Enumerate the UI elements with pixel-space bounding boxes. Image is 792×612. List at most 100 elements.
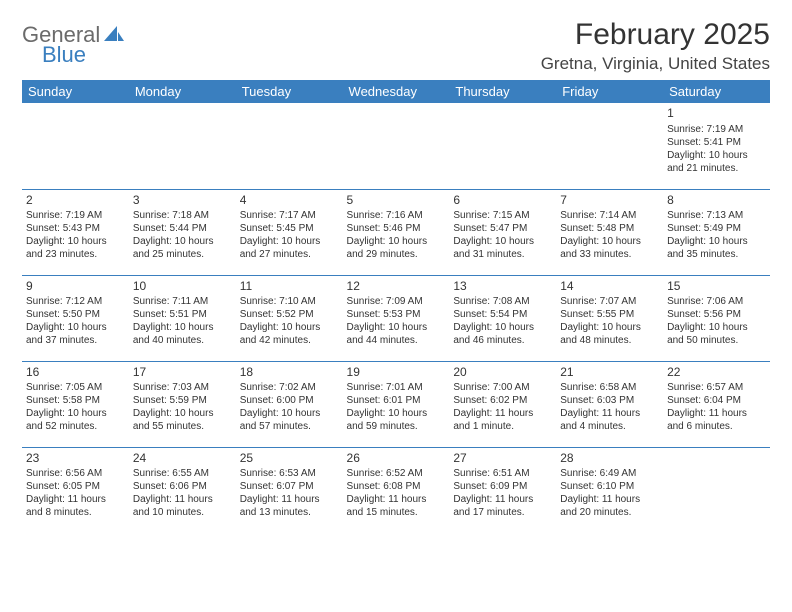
day-header: Tuesday: [236, 80, 343, 103]
day-number: 21: [560, 365, 659, 381]
calendar-empty-cell: [663, 447, 770, 533]
calendar-empty-cell: [343, 103, 450, 189]
sunrise-line: Sunrise: 7:06 AM: [667, 295, 766, 308]
day-number: 9: [26, 279, 125, 295]
daylight-line: Daylight: 10 hours and 44 minutes.: [347, 321, 446, 347]
day-header: Thursday: [449, 80, 556, 103]
sunset-line: Sunset: 6:03 PM: [560, 394, 659, 407]
daylight-line: Daylight: 10 hours and 57 minutes.: [240, 407, 339, 433]
daylight-line: Daylight: 10 hours and 52 minutes.: [26, 407, 125, 433]
sunset-line: Sunset: 5:53 PM: [347, 308, 446, 321]
sunrise-line: Sunrise: 7:19 AM: [26, 209, 125, 222]
day-header: Monday: [129, 80, 236, 103]
day-number: 17: [133, 365, 232, 381]
day-number: 20: [453, 365, 552, 381]
calendar-week-row: 9Sunrise: 7:12 AMSunset: 5:50 PMDaylight…: [22, 275, 770, 361]
sunset-line: Sunset: 6:02 PM: [453, 394, 552, 407]
sunset-line: Sunset: 5:45 PM: [240, 222, 339, 235]
sunset-line: Sunset: 6:07 PM: [240, 480, 339, 493]
calendar-day-cell: 4Sunrise: 7:17 AMSunset: 5:45 PMDaylight…: [236, 189, 343, 275]
calendar-day-cell: 16Sunrise: 7:05 AMSunset: 5:58 PMDayligh…: [22, 361, 129, 447]
day-number: 23: [26, 451, 125, 467]
day-number: 27: [453, 451, 552, 467]
sunset-line: Sunset: 6:04 PM: [667, 394, 766, 407]
sunrise-line: Sunrise: 7:01 AM: [347, 381, 446, 394]
calendar-day-cell: 27Sunrise: 6:51 AMSunset: 6:09 PMDayligh…: [449, 447, 556, 533]
calendar-day-cell: 3Sunrise: 7:18 AMSunset: 5:44 PMDaylight…: [129, 189, 236, 275]
calendar-week-row: 2Sunrise: 7:19 AMSunset: 5:43 PMDaylight…: [22, 189, 770, 275]
sunset-line: Sunset: 5:50 PM: [26, 308, 125, 321]
sunset-line: Sunset: 6:00 PM: [240, 394, 339, 407]
sunset-line: Sunset: 6:01 PM: [347, 394, 446, 407]
sunrise-line: Sunrise: 7:14 AM: [560, 209, 659, 222]
day-number: 7: [560, 193, 659, 209]
sunset-line: Sunset: 5:46 PM: [347, 222, 446, 235]
day-number: 1: [667, 106, 766, 122]
daylight-line: Daylight: 10 hours and 23 minutes.: [26, 235, 125, 261]
calendar-day-cell: 26Sunrise: 6:52 AMSunset: 6:08 PMDayligh…: [343, 447, 450, 533]
sunset-line: Sunset: 6:06 PM: [133, 480, 232, 493]
day-number: 5: [347, 193, 446, 209]
sunrise-line: Sunrise: 7:08 AM: [453, 295, 552, 308]
sunrise-line: Sunrise: 6:55 AM: [133, 467, 232, 480]
sunset-line: Sunset: 5:47 PM: [453, 222, 552, 235]
daylight-line: Daylight: 11 hours and 8 minutes.: [26, 493, 125, 519]
calendar-day-cell: 2Sunrise: 7:19 AMSunset: 5:43 PMDaylight…: [22, 189, 129, 275]
daylight-line: Daylight: 10 hours and 42 minutes.: [240, 321, 339, 347]
daylight-line: Daylight: 11 hours and 6 minutes.: [667, 407, 766, 433]
day-number: 18: [240, 365, 339, 381]
daylight-line: Daylight: 10 hours and 40 minutes.: [133, 321, 232, 347]
calendar-day-cell: 5Sunrise: 7:16 AMSunset: 5:46 PMDaylight…: [343, 189, 450, 275]
daylight-line: Daylight: 10 hours and 25 minutes.: [133, 235, 232, 261]
calendar-day-cell: 24Sunrise: 6:55 AMSunset: 6:06 PMDayligh…: [129, 447, 236, 533]
sunrise-line: Sunrise: 7:13 AM: [667, 209, 766, 222]
sunset-line: Sunset: 6:10 PM: [560, 480, 659, 493]
day-number: 12: [347, 279, 446, 295]
day-number: 24: [133, 451, 232, 467]
daylight-line: Daylight: 11 hours and 10 minutes.: [133, 493, 232, 519]
day-number: 25: [240, 451, 339, 467]
day-number: 26: [347, 451, 446, 467]
sunrise-line: Sunrise: 7:09 AM: [347, 295, 446, 308]
sunset-line: Sunset: 5:51 PM: [133, 308, 232, 321]
daylight-line: Daylight: 11 hours and 15 minutes.: [347, 493, 446, 519]
calendar-day-cell: 9Sunrise: 7:12 AMSunset: 5:50 PMDaylight…: [22, 275, 129, 361]
day-number: 14: [560, 279, 659, 295]
calendar-empty-cell: [129, 103, 236, 189]
sunrise-line: Sunrise: 7:17 AM: [240, 209, 339, 222]
calendar-day-cell: 28Sunrise: 6:49 AMSunset: 6:10 PMDayligh…: [556, 447, 663, 533]
calendar-empty-cell: [22, 103, 129, 189]
sunset-line: Sunset: 5:58 PM: [26, 394, 125, 407]
day-number: 3: [133, 193, 232, 209]
day-header: Wednesday: [343, 80, 450, 103]
sunrise-line: Sunrise: 7:19 AM: [667, 123, 766, 136]
daylight-line: Daylight: 10 hours and 59 minutes.: [347, 407, 446, 433]
calendar-week-row: 1Sunrise: 7:19 AMSunset: 5:41 PMDaylight…: [22, 103, 770, 189]
sunrise-line: Sunrise: 6:58 AM: [560, 381, 659, 394]
sunrise-line: Sunrise: 7:00 AM: [453, 381, 552, 394]
sunset-line: Sunset: 5:44 PM: [133, 222, 232, 235]
sunrise-line: Sunrise: 6:53 AM: [240, 467, 339, 480]
day-header: Friday: [556, 80, 663, 103]
calendar-day-cell: 25Sunrise: 6:53 AMSunset: 6:07 PMDayligh…: [236, 447, 343, 533]
calendar-day-cell: 11Sunrise: 7:10 AMSunset: 5:52 PMDayligh…: [236, 275, 343, 361]
calendar-day-cell: 18Sunrise: 7:02 AMSunset: 6:00 PMDayligh…: [236, 361, 343, 447]
sunrise-line: Sunrise: 7:11 AM: [133, 295, 232, 308]
day-number: 2: [26, 193, 125, 209]
day-number: 8: [667, 193, 766, 209]
sunset-line: Sunset: 5:52 PM: [240, 308, 339, 321]
daylight-line: Daylight: 10 hours and 31 minutes.: [453, 235, 552, 261]
sunrise-line: Sunrise: 6:56 AM: [26, 467, 125, 480]
calendar-table: SundayMondayTuesdayWednesdayThursdayFrid…: [22, 80, 770, 533]
title-block: February 2025 Gretna, Virginia, United S…: [541, 18, 770, 74]
sunrise-line: Sunrise: 7:05 AM: [26, 381, 125, 394]
daylight-line: Daylight: 10 hours and 46 minutes.: [453, 321, 552, 347]
sunset-line: Sunset: 6:09 PM: [453, 480, 552, 493]
logo-text-blue: Blue: [42, 42, 86, 67]
day-number: 4: [240, 193, 339, 209]
calendar-page: General February 2025 Gretna, Virginia, …: [0, 0, 792, 533]
daylight-line: Daylight: 10 hours and 21 minutes.: [667, 149, 766, 175]
sunrise-line: Sunrise: 6:49 AM: [560, 467, 659, 480]
day-number: 22: [667, 365, 766, 381]
daylight-line: Daylight: 10 hours and 27 minutes.: [240, 235, 339, 261]
